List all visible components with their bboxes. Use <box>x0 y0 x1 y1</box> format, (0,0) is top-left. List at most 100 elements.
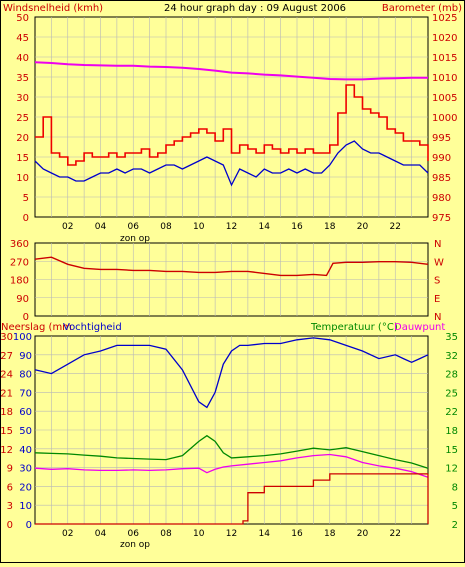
humidity-tick-label: 40 <box>19 445 32 456</box>
hour-tick-label: 22 <box>390 222 401 232</box>
temperature-tick-label: 2 <box>452 520 458 531</box>
humidity-tick-label: 20 <box>19 482 32 493</box>
barometer-tick-label: 1010 <box>432 73 457 84</box>
hour-tick-label: 14 <box>259 222 271 232</box>
hour-tick-label: 18 <box>324 529 336 539</box>
hour-tick-label: 12 <box>226 529 237 539</box>
humidity-tick-label: 90 <box>19 351 32 362</box>
hour-tick-label: 04 <box>95 529 107 539</box>
compass-tick-label: W <box>434 257 444 268</box>
barometer-tick-label: 1025 <box>432 13 457 24</box>
wind-tick-label: 5 <box>23 193 29 204</box>
temperature-tick-label: 8 <box>452 482 458 493</box>
humidity-tick-label: 10 <box>19 501 32 512</box>
wind-tick-label: 35 <box>16 73 29 84</box>
wind-tick-label: 30 <box>16 93 29 104</box>
wind-series-line <box>34 140 429 187</box>
rain-tick-label: 6 <box>7 482 13 493</box>
temperature-tick-label: 22 <box>445 407 458 418</box>
hour-tick-label: 10 <box>193 222 205 232</box>
temperature-tick-label: 28 <box>445 370 458 381</box>
temperature-tick-label: 5 <box>452 501 458 512</box>
compass-tick-label: N <box>434 239 441 250</box>
wind-tick-label: 10 <box>16 173 29 184</box>
sunrise-label-top: zon op <box>120 234 150 244</box>
sunrise-label-bottom: zon op <box>120 540 150 550</box>
barometer-tick-label: 975 <box>432 213 451 224</box>
rain-tick-label: 15 <box>0 426 13 437</box>
humidity-tick-label: 0 <box>26 520 32 531</box>
temperature-tick-label: 18 <box>445 426 458 437</box>
rain-tick-label: 12 <box>0 445 13 456</box>
direction-series-line <box>34 256 429 277</box>
humidity-tick-label: 70 <box>19 388 32 399</box>
wind-tick-label: 25 <box>16 113 29 124</box>
temperature-tick-label: 12 <box>445 464 458 475</box>
hour-tick-label: 12 <box>226 222 237 232</box>
hour-tick-label: 20 <box>357 222 369 232</box>
compass-tick-label: E <box>434 294 440 305</box>
barometer-tick-label: 980 <box>432 193 451 204</box>
wind-axis-title: Windsnelheid (kmh) <box>3 3 103 14</box>
wind-tick-label: 15 <box>16 153 29 164</box>
wind-tick-label: 50 <box>16 13 29 24</box>
chart-title: 24 hour graph day : 09 August 2006 <box>164 3 346 14</box>
rain-series-line <box>35 473 428 525</box>
humidity-tick-label: 100 <box>13 332 32 343</box>
temperature-tick-label: 35 <box>445 332 458 343</box>
hour-tick-label: 16 <box>291 529 303 539</box>
hour-tick-label: 06 <box>128 529 140 539</box>
temperature-series-line <box>34 434 429 469</box>
hour-tick-label: 16 <box>291 222 303 232</box>
humidity-series-line <box>34 337 429 409</box>
barometer-tick-label: 1020 <box>432 33 457 44</box>
temperature-tick-label: 32 <box>445 351 458 362</box>
hour-tick-label: 10 <box>193 529 205 539</box>
temperature-tick-label: 15 <box>445 445 458 456</box>
hour-tick-label: 02 <box>62 529 73 539</box>
hour-tick-label: 02 <box>62 222 73 232</box>
hour-tick-label: 08 <box>160 529 172 539</box>
rain-tick-label: 24 <box>0 370 13 381</box>
hour-tick-label: 22 <box>390 529 401 539</box>
temperature-tick-label: 25 <box>445 388 458 399</box>
hour-tick-label: 14 <box>259 529 271 539</box>
humidity-tick-label: 60 <box>19 407 32 418</box>
barometer-tick-label: 990 <box>432 153 451 164</box>
barometer-tick-label: 1015 <box>432 53 457 64</box>
barometer-tick-label: 985 <box>432 173 451 184</box>
rain-tick-label: 30 <box>0 332 13 343</box>
wind-tick-label: 40 <box>16 53 29 64</box>
barometer-axis-title: Barometer (mb) <box>382 3 462 14</box>
rain-tick-label: 9 <box>7 464 13 475</box>
gust-series-line <box>35 84 429 166</box>
wind-tick-label: 0 <box>23 213 29 224</box>
direction-tick-label: 270 <box>10 257 29 268</box>
rain-tick-label: 27 <box>0 351 13 362</box>
wind-tick-label: 20 <box>16 133 29 144</box>
wind-tick-label: 45 <box>16 33 29 44</box>
dewpoint-series-line <box>34 453 429 478</box>
hour-tick-label: 20 <box>357 529 369 539</box>
humidity-tick-label: 80 <box>19 370 32 381</box>
rain-tick-label: 18 <box>0 407 13 418</box>
barometer-tick-label: 995 <box>432 133 451 144</box>
direction-tick-label: 180 <box>10 276 29 287</box>
dewpoint-axis-title: Dauwpunt <box>394 322 445 333</box>
humidity-tick-label: 50 <box>19 426 32 437</box>
rain-axis-title: Neerslag (mm <box>1 322 72 333</box>
hour-tick-label: 08 <box>160 222 172 232</box>
barometer-tick-label: 1000 <box>432 113 457 124</box>
hour-tick-label: 04 <box>95 222 107 232</box>
direction-tick-label: 90 <box>16 294 29 305</box>
rain-tick-label: 0 <box>7 520 13 531</box>
hour-tick-label: 06 <box>128 222 140 232</box>
hour-tick-label: 18 <box>324 222 336 232</box>
direction-tick-label: 0 <box>23 312 29 323</box>
compass-tick-label: S <box>434 276 440 287</box>
humidity-tick-label: 30 <box>19 464 32 475</box>
barometer-series-line <box>34 61 428 81</box>
barometer-tick-label: 1005 <box>432 93 457 104</box>
